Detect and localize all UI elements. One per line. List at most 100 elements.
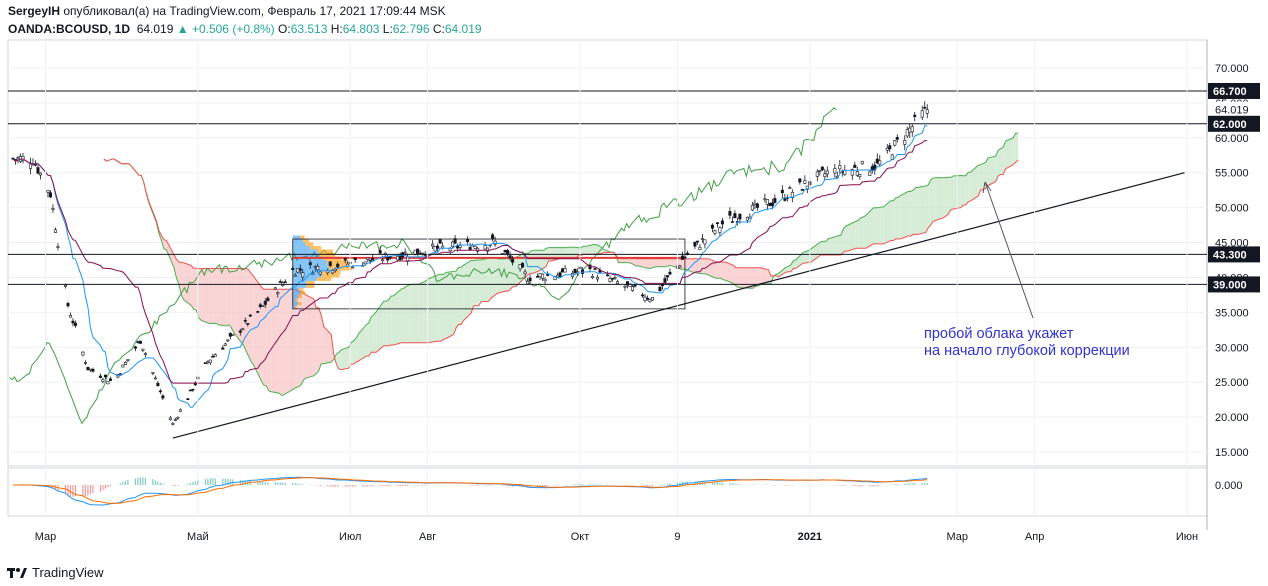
cloud-segment	[618, 258, 621, 263]
cloud-segment	[633, 258, 636, 267]
cloud-segment	[281, 289, 284, 396]
candle-body	[363, 261, 367, 265]
cloud-segment	[461, 265, 464, 325]
price-label-badge	[1208, 115, 1260, 132]
vp-bar-down	[329, 266, 353, 271]
candle-body	[403, 251, 407, 254]
price-label-badge	[1208, 246, 1260, 263]
cloud-segment	[351, 340, 354, 365]
cloud-segment	[253, 276, 262, 381]
tradingview-footer[interactable]: TradingView	[6, 565, 104, 580]
vp-bar-up	[292, 249, 318, 253]
cloud-segment	[988, 156, 996, 186]
candle-body	[745, 217, 749, 221]
cloud-segment	[620, 258, 629, 263]
candle-body	[416, 248, 420, 254]
candle-body	[888, 145, 892, 150]
candle-body	[301, 272, 305, 278]
header-published: SergeyIH опубликовал(а) на TradingView.c…	[8, 4, 446, 18]
candle-body	[141, 348, 145, 351]
time-tick-label: 2021	[798, 531, 822, 543]
candle-body	[913, 114, 917, 117]
cloud-segment	[373, 311, 377, 353]
candle-body	[608, 278, 612, 282]
cloud-segment	[208, 268, 212, 324]
candle-body	[191, 388, 195, 391]
candle-body	[248, 314, 252, 317]
candle-body	[773, 198, 777, 203]
cloud-segment	[805, 250, 809, 263]
volume-profile	[292, 235, 686, 310]
candle-body	[298, 268, 302, 271]
vp-bar-up	[292, 280, 307, 285]
cloud-segment	[173, 254, 177, 278]
candle-body	[493, 240, 497, 245]
price-axis: 70.00065.00060.00055.00050.00045.00040.0…	[1208, 63, 1260, 459]
candle-body	[803, 180, 807, 184]
candle-body	[648, 299, 652, 302]
time-tick-label: Мар	[946, 531, 968, 543]
candle-body	[518, 264, 522, 270]
cloud-segment	[655, 258, 664, 267]
cloud-segment	[630, 258, 634, 265]
cloud-segment	[1015, 133, 1019, 163]
candle-body	[153, 377, 157, 380]
cloud-segment	[228, 268, 232, 328]
candle-body	[353, 257, 357, 260]
cloud-segment	[723, 262, 726, 281]
vp-bar-up	[292, 235, 301, 240]
time-tick-label: Июн	[1176, 531, 1198, 543]
annotation-arrow-line	[984, 181, 1034, 319]
symbol-label[interactable]: OANDA:BCOUSD, 1D	[8, 22, 131, 36]
cloud-segment	[845, 224, 849, 252]
cloud-segment	[803, 251, 806, 263]
cloud-segment	[338, 349, 342, 370]
candle-body	[511, 258, 515, 263]
cloud-segment	[166, 240, 174, 268]
cloud-segment	[858, 217, 861, 249]
vp-bar-down	[310, 246, 322, 250]
vp-bar-down	[299, 287, 304, 292]
candle-body	[491, 234, 495, 240]
vp-bar-up	[292, 298, 296, 302]
candle-body	[316, 266, 320, 270]
candle-body	[106, 381, 110, 385]
vp-bar-down	[326, 259, 348, 264]
price-tick-label: 30.000	[1215, 342, 1249, 354]
candle-body	[561, 268, 565, 273]
candle-body	[770, 202, 774, 207]
cloud-segment	[650, 258, 654, 269]
cloud-segment	[513, 257, 517, 287]
annotation-note: пробой облака укажет на начало глубокой …	[924, 326, 1130, 360]
cloud-segment	[441, 274, 444, 342]
cloud-segment	[541, 250, 544, 270]
candle-body	[595, 277, 600, 280]
candle-body	[211, 356, 215, 358]
candle-body	[728, 211, 732, 216]
cloud-segment	[890, 200, 894, 241]
candle-body	[625, 281, 630, 286]
candle-body	[458, 245, 462, 248]
candle-body	[66, 303, 70, 307]
low-label: L:	[382, 22, 393, 36]
candle-body	[558, 272, 562, 277]
cloud-segment	[753, 267, 756, 289]
candle-body	[371, 258, 375, 261]
candle-body	[703, 239, 707, 245]
candle-body	[213, 354, 217, 357]
price-tick-label: 55.000	[1215, 168, 1249, 180]
candle-body	[640, 294, 644, 297]
candle-body	[151, 372, 155, 374]
cloud-segment	[193, 268, 197, 311]
candle-body	[81, 351, 85, 356]
price-label-text: 39.000	[1213, 279, 1247, 291]
cloud-segment	[403, 286, 407, 343]
cloud-segment	[243, 268, 247, 352]
cloud-segment	[855, 220, 859, 249]
cloud-segment	[458, 267, 462, 325]
candle-body	[710, 224, 714, 229]
time-tick-label: Мар	[35, 531, 57, 543]
candle-body	[238, 330, 242, 333]
author-name[interactable]: SergeyIH	[8, 4, 61, 18]
